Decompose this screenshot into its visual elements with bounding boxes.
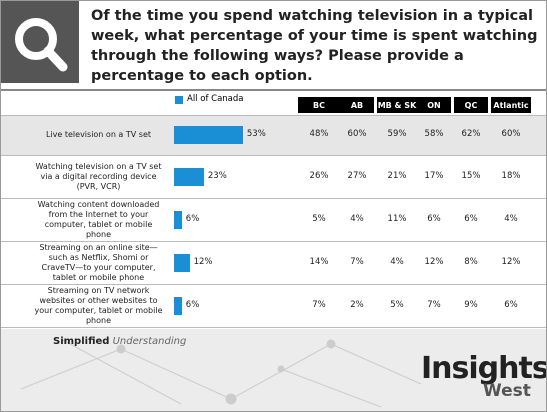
table-cell: 7% (350, 256, 364, 267)
table-cell: 60% (501, 129, 521, 139)
column-header: Atlantic (491, 97, 531, 113)
bar (174, 253, 190, 272)
table-cell: 11% (387, 213, 407, 224)
bar (174, 126, 243, 144)
value-label: 6% (185, 213, 200, 224)
value-label: 53% (246, 129, 266, 139)
row-band (1, 115, 546, 156)
legend-swatch (175, 96, 183, 104)
table-cell: 6% (504, 299, 518, 310)
logo-sub: West (483, 381, 531, 401)
category-label: Streaming on TV network websites or othe… (34, 285, 163, 325)
value-label: 23% (207, 170, 227, 181)
table-cell: 9% (464, 299, 478, 310)
tagline: Simplified Understanding (53, 336, 186, 347)
tagline-italic: Understanding (112, 336, 187, 347)
row-rule (1, 327, 546, 328)
bar (174, 167, 204, 186)
table-cell: 14% (309, 256, 329, 267)
column-header: ON (417, 97, 451, 113)
tagline-bold: Simplified (53, 336, 110, 347)
row-band (1, 198, 546, 242)
table-cell: 4% (390, 256, 404, 267)
category-label: Watching content downloaded from the Int… (37, 199, 160, 239)
table-cell: 12% (424, 256, 444, 267)
bar (174, 210, 182, 229)
table-cell: 5% (390, 299, 404, 310)
row-band (1, 284, 546, 328)
bar (174, 296, 182, 315)
category-label: Streaming on an online site—such as Netf… (39, 242, 158, 282)
footer: Simplified Understanding Insights West (1, 329, 546, 411)
category-label: Live television on a TV set (45, 130, 152, 139)
legend-label: All of Canada (187, 94, 244, 104)
table-cell: 5% (312, 213, 326, 224)
table-cell: 15% (461, 170, 481, 181)
table-cell: 7% (427, 299, 441, 310)
table-cell: 4% (504, 213, 518, 224)
table-cell: 12% (501, 256, 521, 267)
table-cell: 27% (347, 170, 367, 181)
title: Of the time you spend watching televisio… (91, 8, 538, 84)
category-label: Watching television on a TV set via a di… (35, 161, 162, 191)
column-header: BC (298, 97, 340, 113)
table-cell: 6% (427, 213, 441, 224)
table-cell: 58% (424, 129, 444, 139)
table-cell: 17% (424, 170, 444, 181)
logo: Insights (421, 351, 547, 386)
table-cell: 18% (501, 170, 521, 181)
table-cell: 8% (464, 256, 478, 267)
network-pattern (20, 338, 422, 408)
value-label: 6% (185, 299, 200, 310)
value-label: 12% (193, 256, 213, 267)
row-band (1, 155, 546, 199)
table-cell: 21% (387, 170, 407, 181)
table-cell: 6% (464, 213, 478, 224)
divider (1, 89, 546, 91)
table-cell: 60% (347, 129, 367, 139)
table-cell: 7% (312, 299, 326, 310)
table-cell: 59% (387, 129, 407, 139)
column-header: AB (340, 97, 374, 113)
table-cell: 48% (309, 129, 329, 139)
row-band (1, 241, 546, 285)
table-cell: 4% (350, 213, 364, 224)
table-cell: 62% (461, 129, 481, 139)
search-icon (1, 1, 79, 83)
table-cell: 2% (350, 299, 364, 310)
table-cell: 26% (309, 170, 329, 181)
column-header: QC (454, 97, 488, 113)
column-header: MB & SK (377, 97, 417, 113)
